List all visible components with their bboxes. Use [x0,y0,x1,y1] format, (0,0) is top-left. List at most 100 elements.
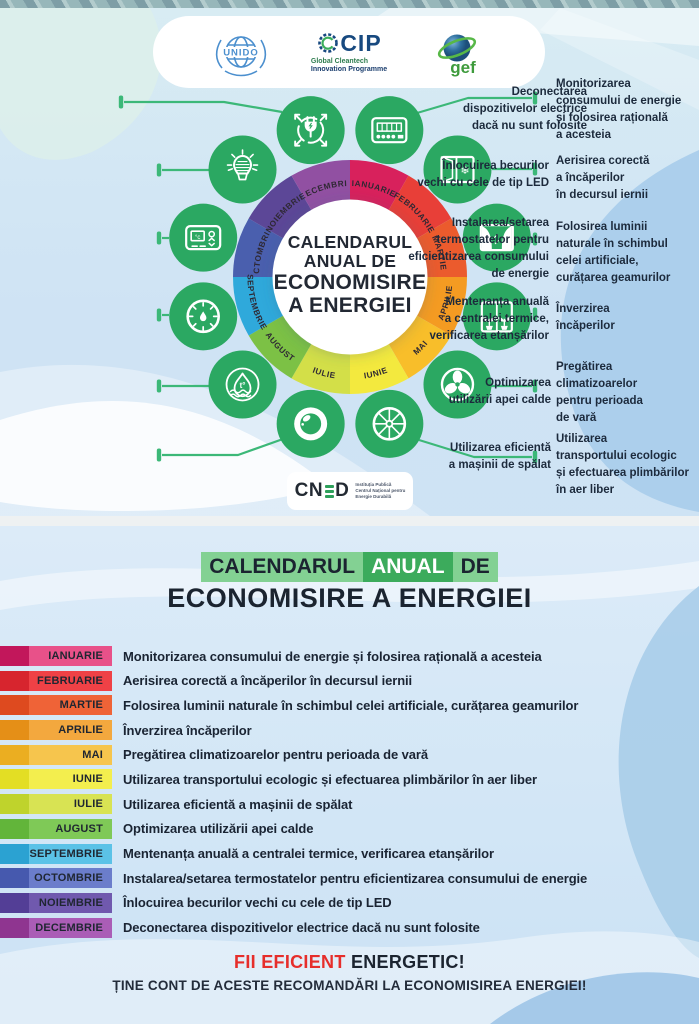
month-wedge-noiembrie [248,175,312,239]
month-badge: MARTIE [0,695,112,716]
month-badge: APRILIE [0,720,112,741]
month-badge: IULIE [0,794,112,815]
month-tip-label: Optimizarea utilizării apei calde [448,377,551,406]
month-row: AUGUST Optimizarea utilizării apei calde [0,818,699,839]
month-icon-washing-drum [276,389,345,458]
month-row: MAI Pregătirea climatizoarelor pentru per… [0,744,699,765]
svg-text:t°: t° [240,381,246,390]
month-badge: OCTOMBRIE [0,868,112,889]
month-description: Înlocuirea becurilor vechi cu cele de ti… [123,895,392,911]
month-description: Optimizarea utilizării apei calde [123,821,314,837]
month-description: Aerisirea corectă a încăperilor în decur… [123,673,413,689]
month-badge: IANUARIE [0,646,112,666]
bottom-section [0,526,699,1024]
month-row: IULIE Utilizarea eficientă a mașinii de s… [0,794,699,815]
connector-endcap [532,162,538,176]
month-wedge-aprilie [416,277,467,336]
month-icon-plants-window [462,282,531,351]
connector-endcap [156,448,162,462]
month-icon-meter [355,96,424,165]
bottom-title-line1: CALENDARUL ANUAL DE [0,552,699,582]
connector-line [418,438,532,459]
month-icon-water-drop: t° [208,350,277,419]
partner-logos-card: UNIDO CIP Global Cleantech Innovation Pr… [153,16,545,88]
month-tip-label: Înlocuirea becurilor vechi cu cele de ti… [417,160,549,189]
connector-endcap [156,308,162,322]
month-tip-label: Pregătirea climatizoarelor pentru perioa… [556,361,643,424]
cned-subtitle: Instituția Publică Centrul Național pent… [355,482,406,499]
unido-wordmark: UNIDO [223,48,259,59]
month-wedge-august [248,315,312,379]
cned-wordmark: CN D [294,480,350,501]
month-icon-gauge [169,282,238,351]
month-wedge-ianuarie [350,160,409,211]
bottom-background-waves [0,561,699,1024]
connector-endcap [156,231,162,245]
month-wedge-februarie [388,175,452,239]
wheel-title-line2: ANUAL DE [303,251,397,271]
month-wedge-septembrie [233,277,284,336]
month-legend-list: IANUARIE Monitorizarea consumului de ener… [0,646,699,942]
month-badge: SEPTEMBRIE [0,843,112,864]
month-description: Mentenanța anuală a centralei termice, v… [123,846,494,861]
month-badge: DECEMBRIE [0,917,112,938]
month-description: Instalarea/setarea termostatelor pentru … [123,870,588,886]
calendar-wheel: IANUARIEFEBRUARIEMARTIEAPRILIEMAIIUNIEIU… [0,0,538,464]
month-wedge-mai [388,315,452,379]
month-row: OCTOMBRIE Instalarea/setarea termostatelo… [0,868,699,889]
gcip-subtitle-2: Innovation Programme [310,66,388,73]
month-icon-window-ventilation: ❄ [423,135,492,204]
month-tip-label: Folosirea luminii naturale în schimbul c… [556,221,671,284]
month-tip-label: Monitorizarea consumului de energie și f… [556,78,682,141]
month-badge: IUNIE [0,769,112,790]
month-tip-label: Utilizarea transportului ecologic și efe… [556,433,689,496]
wheel-center-title: CALENDARUL ANUAL DE ECONOMISIRE A ENERGI… [258,233,442,318]
month-icon-fan [423,350,492,419]
month-wedge-iulie [291,343,350,394]
month-icon-curtains [462,203,531,272]
gcip-gear-icon [318,33,339,53]
gef-logo: gef [437,34,477,77]
month-tip-label: Utilizarea eficientă a mașinii de spălat [448,442,551,471]
month-description: Înverzirea încăperilor [123,722,252,738]
title-seg-de: DE [452,552,498,582]
connector-line [162,437,284,457]
wheel-title-line4: A ENERGIEI [288,294,412,317]
month-description: Monitorizarea consumului de energie și f… [123,648,542,664]
cned-e-bars [324,484,334,498]
top-decorative-stripe [0,0,699,8]
wheel-center-circle [272,199,428,355]
month-badge: MAI [0,744,112,765]
month-icon-thermostat: °c [169,203,238,272]
connector-endcap [156,379,162,393]
svg-text:❄: ❄ [460,164,469,177]
month-row: APRILIE Înverzirea încăperilor [0,720,699,741]
connector-endcap [532,307,538,321]
connector-line [416,96,532,115]
gef-wordmark: gef [450,58,476,77]
connector-endcap [118,95,124,109]
month-row: DECEMBRIE Deconectarea dispozitivelor ele… [0,917,699,938]
month-description: Utilizarea eficientă a mașinii de spălat [123,796,353,812]
footer-slogan-red: FII EFICIENT [234,952,346,972]
connector-endcap [532,232,538,246]
title-seg-anual: ANUAL [363,552,453,582]
month-tip-label: Înverzirea încăperilor [556,303,615,332]
month-wedge-martie [416,218,467,277]
month-tip-label: Deconectarea dispozitivelor electrice da… [463,86,587,132]
month-row: SEPTEMBRIE Mentenanța anuală a centralei … [0,843,699,864]
month-badge: NOIEMBRIE [0,892,112,913]
month-icon-plug [276,96,345,165]
bottom-title-line2: ECONOMISIRE A ENERGIEI [167,583,532,613]
month-icon-bulb [208,135,277,204]
connector-endcap [532,91,538,105]
month-wedge-octombrie [233,218,284,277]
title-seg-calendarul: CALENDARUL [201,552,364,582]
gcip-subtitle-1: Global Cleantech [310,58,369,65]
month-tip-label: Instalarea/setarea termostatelor pentru … [408,217,549,280]
top-section: UNIDO CIP Global Cleantech Innovation Pr… [0,0,699,512]
gcip-logo: CIP Global Cleantech Innovation Programm… [311,31,387,73]
month-wedge-iunie [350,343,409,394]
month-badge: AUGUST [0,818,112,839]
